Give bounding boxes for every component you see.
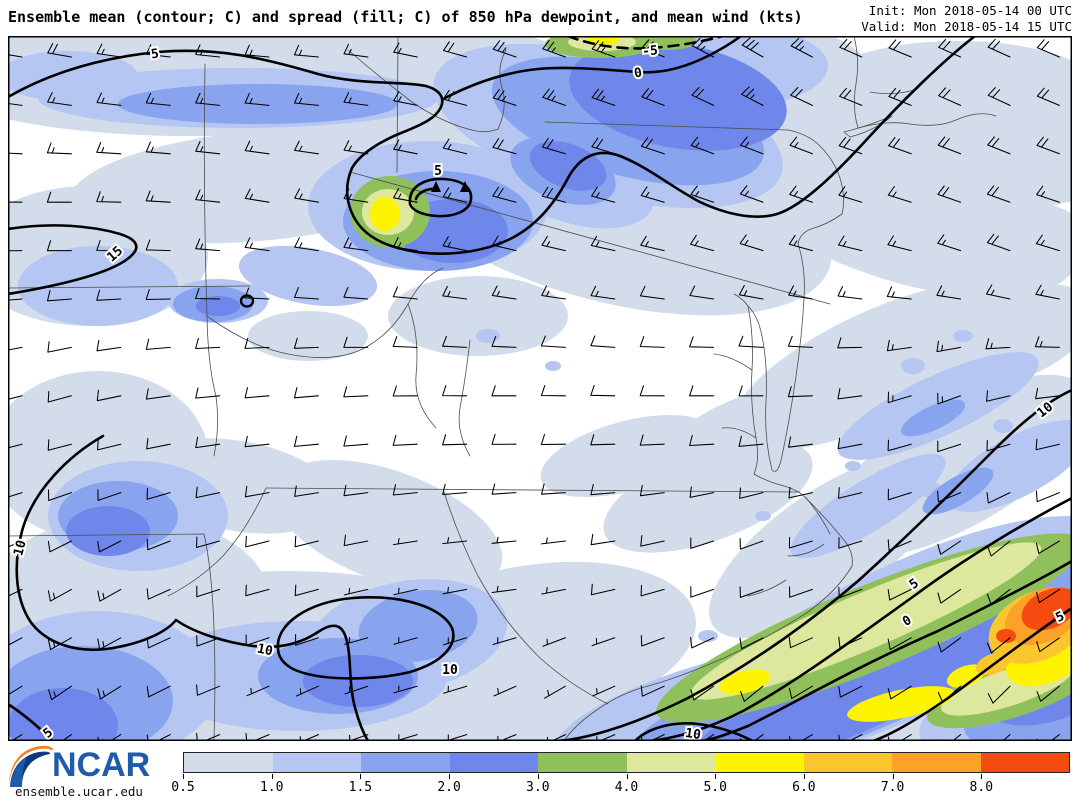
colorbar-cell [892,753,981,772]
header: Ensemble mean (contour; C) and spread (f… [0,0,1080,36]
geography-layer [8,36,997,741]
colorbar-cell [184,753,273,772]
spread-colorbar [183,752,1070,773]
colorbar-tick [803,774,805,779]
colorbar-cell [272,753,361,772]
vortex-marker [431,181,441,192]
init-time: Init: Mon 2018-05-14 00 UTC [868,3,1072,18]
vortex-marker [460,181,470,192]
map-frame [8,36,1072,741]
colorbar-tick-label: 1.0 [259,780,284,795]
wind-barb-layer [8,37,1060,741]
map-panel: 5 -5 0 5 15 10 10 5 10 10 10 5 0 5 [8,36,1072,741]
colorbar-tick-label: 4.0 [614,780,639,795]
site-url: ensemble.ucar.edu [15,784,143,799]
vortex-marker-layer [431,181,470,192]
footer: NCAR ensemble.ucar.edu 0.5 1.0 1.5 2.0 3.0 4.… [0,742,1080,800]
colorbar-cell [626,753,715,772]
colorbar-tick-label: 2.0 [437,780,461,795]
colorbar-cell [538,753,627,772]
page-title: Ensemble mean (contour; C) and spread (f… [8,8,803,26]
colorbar-tick [360,774,362,779]
colorbar-cell [361,753,450,772]
colorbar-tick [271,774,273,779]
contour-label: 10 [11,538,30,557]
contour-label: 10 [684,726,702,741]
colorbar-tick [626,774,628,779]
spread-fill-layer [8,36,1072,741]
colorbar-tick [981,774,983,779]
contour-label: 10 [442,663,458,678]
colorbar-tick-label: 6.0 [792,780,816,795]
colorbar-tick [537,774,539,779]
colorbar-cell [980,753,1069,772]
colorbar-tick [715,774,717,779]
colorbar-tick [183,774,184,779]
colorbar-cell [803,753,892,772]
colorbar-tick-label: 0.5 [171,780,195,795]
contour-label: 10 [256,642,275,660]
colorbar-tick-label: 5.0 [703,780,727,795]
colorbar-cell [715,753,804,772]
colorbar-tick-label: 1.5 [348,780,373,795]
run-times: Init: Mon 2018-05-14 00 UTC Valid: Mon 2… [861,3,1072,35]
valid-time: Valid: Mon 2018-05-14 15 UTC [861,19,1072,34]
colorbar-tick [892,774,894,779]
colorbar-tick-label: 7.0 [880,780,905,795]
colorbar-tick-label: 8.0 [969,780,994,795]
contour-label: -5 [642,43,659,59]
ncar-logo-icon [9,745,53,787]
colorbar-cell [449,753,538,772]
colorbar-tick-label: 3.0 [526,780,550,795]
colorbar-tick [449,774,451,779]
ncar-logo-text: NCAR [52,746,151,784]
contour-label: 5 [434,164,442,179]
